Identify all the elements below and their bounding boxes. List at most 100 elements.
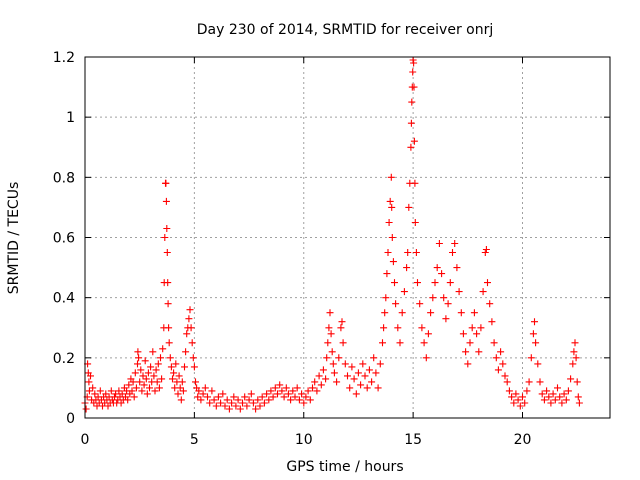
data-point [157, 354, 164, 362]
x-tick-label: 15 [404, 432, 422, 448]
data-point [274, 390, 281, 398]
data-point [431, 279, 439, 287]
data-point [368, 378, 376, 386]
data-point [455, 288, 463, 296]
data-point [433, 264, 441, 272]
data-point [164, 300, 172, 308]
data-point [549, 390, 557, 398]
data-point [192, 378, 199, 386]
data-point [385, 219, 393, 226]
data-point [398, 309, 406, 317]
data-point [311, 378, 319, 386]
data-point [383, 270, 391, 278]
data-point [166, 354, 174, 362]
data-point [134, 360, 141, 368]
data-point [558, 399, 566, 407]
data-point [278, 387, 286, 395]
data-point [115, 387, 123, 395]
data-point [482, 246, 490, 253]
data-point [210, 396, 218, 404]
data-point [302, 393, 310, 401]
data-point [147, 363, 155, 371]
data-point [521, 399, 529, 407]
y-tick-label: 0 [66, 411, 75, 427]
data-point [348, 363, 356, 371]
data-point [172, 360, 180, 368]
x-tick-label: 5 [190, 432, 199, 448]
data-point [232, 402, 240, 410]
data-point [91, 390, 99, 398]
data-point [459, 330, 467, 338]
y-tick-label: 0.6 [53, 231, 75, 247]
data-point [442, 315, 450, 323]
data-point [391, 279, 398, 287]
data-point [295, 396, 303, 404]
data-point [175, 372, 183, 380]
data-point [449, 249, 456, 256]
data-point [424, 330, 432, 338]
data-point [267, 387, 275, 395]
data-point [408, 98, 416, 106]
data-point [181, 363, 188, 371]
data-point [118, 390, 126, 398]
data-point [422, 354, 430, 362]
data-point [258, 393, 266, 401]
x-tick-label: 20 [514, 432, 532, 448]
data-point [174, 390, 182, 398]
data-point [164, 279, 172, 287]
x-tick-label: 0 [81, 432, 90, 448]
data-point [327, 330, 335, 338]
data-point [85, 387, 93, 395]
data-point [315, 372, 323, 380]
data-point [201, 384, 209, 392]
data-point [418, 324, 426, 332]
data-point [219, 390, 227, 398]
data-point [170, 369, 178, 377]
data-point [317, 381, 325, 389]
data-point [154, 360, 162, 368]
data-point [534, 360, 542, 368]
data-point [125, 381, 133, 389]
data-point [82, 405, 90, 413]
data-point [146, 384, 153, 392]
data-point [344, 372, 351, 380]
data-point [329, 360, 337, 368]
data-point [206, 399, 214, 407]
data-point [137, 366, 145, 374]
data-point [271, 384, 279, 392]
data-point [131, 369, 139, 377]
data-point [330, 369, 338, 377]
y-tick-label: 1.2 [53, 50, 75, 66]
data-point [388, 203, 396, 211]
y-tick-labels: 0 0.2 0.4 0.6 0.8 1 1.2 [53, 50, 75, 427]
data-point [300, 399, 308, 407]
data-point [551, 396, 559, 404]
data-point [538, 390, 546, 398]
data-point [497, 348, 505, 356]
data-point [481, 249, 489, 256]
y-tick-label: 0.8 [53, 170, 75, 186]
data-point [464, 360, 472, 368]
data-point [556, 393, 564, 401]
data-point [130, 393, 138, 401]
data-point [165, 339, 173, 347]
data-point [291, 393, 299, 401]
data-point [178, 378, 186, 386]
data-point [153, 378, 161, 386]
chart-title: Day 230 of 2014, SRMTID for receiver onr… [197, 22, 494, 38]
data-point [197, 396, 205, 404]
data-point [400, 288, 408, 296]
data-point [128, 387, 136, 395]
data-point [380, 324, 388, 332]
data-point [280, 393, 288, 401]
data-point [374, 384, 382, 392]
data-point [505, 387, 513, 395]
data-point [412, 249, 420, 256]
plot-frame [84, 56, 611, 419]
data-point [457, 309, 465, 317]
data-point [134, 348, 142, 356]
data-point [574, 393, 582, 401]
data-point [208, 387, 216, 395]
data-point [477, 324, 485, 332]
